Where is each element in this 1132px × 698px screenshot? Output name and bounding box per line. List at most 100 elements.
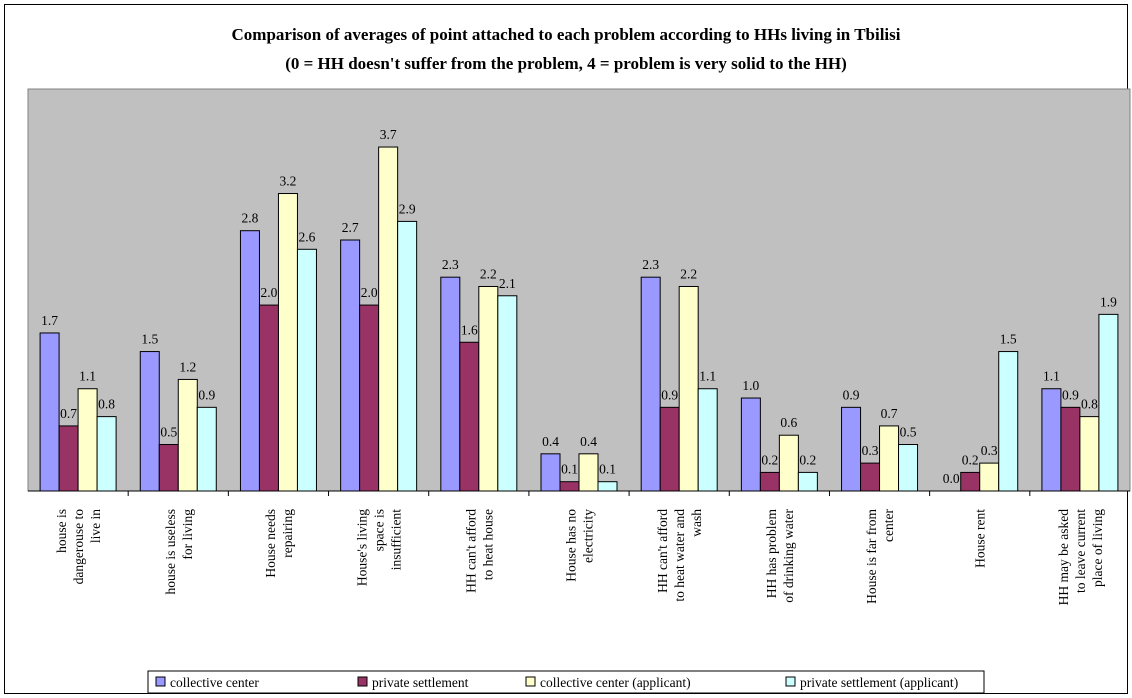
bars-group [39,146,1119,492]
legend-label-1: private settlement [372,675,469,690]
bar-s0-c7 [740,397,761,492]
data-label-s3-c3: 2.9 [399,201,416,216]
data-label-s2-c7: 0.6 [780,415,797,430]
category-label-line: to leave current [1073,509,1088,593]
data-label-s1-c4: 1.6 [461,322,478,337]
bar-s1-c1 [158,444,179,492]
category-label-line: space is [372,509,387,551]
data-label-s3-c7: 0.2 [799,452,816,467]
category-label-5: House has no electricity [564,509,596,582]
data-label-s1-c5: 0.1 [561,462,578,477]
bar-s3-c3 [397,220,418,492]
category-labels-group: house is dangerouse to live in house is use… [54,509,1105,606]
bar-s1-c6 [659,406,680,492]
data-label-s0-c4: 2.3 [442,257,459,272]
bar-s2-c0 [77,388,98,492]
bar-s3-c1 [196,406,217,492]
data-label-s0-c6: 2.3 [642,257,659,272]
bar-s2-c6 [678,285,699,492]
data-label-s2-c4: 2.2 [480,266,497,281]
category-label-line: house is useless [163,509,178,595]
data-label-s1-c8: 0.3 [862,443,879,458]
data-label-s0-c9: 0.0 [943,471,960,486]
data-label-s3-c2: 2.6 [299,229,316,244]
legend-swatch-2 [525,676,536,687]
data-label-s2-c2: 3.2 [280,174,297,189]
bar-s0-c10 [1041,388,1062,492]
data-label-s3-c10: 1.9 [1100,294,1117,309]
chart-title-line-2: (0 = HH doesn't suffer from the problem,… [285,54,847,73]
data-label-s2-c5: 0.4 [580,434,597,449]
bar-s2-c2 [277,193,298,492]
bar-s1-c4 [459,341,480,492]
bar-s0-c2 [239,230,260,492]
bar-s3-c7 [797,471,818,492]
category-label-line: House's living [355,509,370,586]
bar-s2-c3 [378,146,399,492]
category-label-line: HH has problem [764,509,779,599]
bar-s2-c1 [177,378,198,492]
category-label-10: HH may be asked to leave current place of … [1056,509,1105,606]
data-label-s2-c1: 1.2 [179,359,196,374]
data-label-s0-c0: 1.7 [41,313,58,328]
data-label-s2-c8: 0.7 [881,406,898,421]
category-label-line: to heat house [480,509,495,580]
category-label-0: house is dangerouse to live in [54,509,103,585]
bar-s1-c0 [58,425,79,492]
data-label-s1-c7: 0.2 [761,452,778,467]
category-label-6: HH can't afford to heat water and wash [655,509,704,602]
data-label-s1-c6: 0.9 [661,387,678,402]
legend-swatch-3 [785,676,796,687]
category-label-line: House is far from [864,509,879,604]
bar-s3-c10 [1098,313,1119,492]
legend-label-0: collective center [170,675,259,690]
category-label-line: to heat water and [672,509,687,602]
bar-s3-c6 [697,388,718,492]
bar-s3-c4 [497,295,518,492]
bar-s0-c3 [340,239,361,492]
data-label-s1-c2: 2.0 [261,285,278,300]
bar-s1-c10 [1060,406,1081,492]
bar-s3-c8 [898,444,919,492]
category-label-line: HH can't afford [463,509,478,593]
bar-s2-c10 [1079,416,1100,492]
bar-s0-c0 [39,332,60,492]
data-label-s0-c7: 1.0 [742,378,759,393]
legend-swatch-1 [357,676,368,687]
bar-s1-c8 [860,462,881,492]
category-label-line: House has no [564,509,579,582]
category-label-line: repairing [280,509,295,558]
data-label-s3-c5: 0.1 [599,462,616,477]
category-label-line: electricity [581,509,596,563]
legend: collective center private settlement colle… [147,670,985,694]
data-label-s3-c0: 0.8 [98,397,115,412]
bar-s3-c5 [597,481,618,492]
category-label-1: house is useless for living [163,509,195,595]
bar-s2-c4 [478,285,499,492]
data-label-s0-c2: 2.8 [242,211,259,226]
category-label-line: HH may be asked [1056,509,1071,606]
legend-swatch-0 [155,676,166,687]
category-label-line: of drinking water [781,509,796,603]
category-label-line: House rent [973,509,988,568]
bar-s3-c9 [998,351,1019,492]
bar-s1-c3 [359,304,380,492]
category-label-9: House rent [973,509,988,568]
legend-label-3: private settlement (applicant) [800,675,958,690]
data-label-s2-c0: 1.1 [79,369,96,384]
bar-s0-c4 [440,276,461,492]
bar-s2-c9 [979,462,1000,492]
bar-s1-c2 [258,304,279,492]
chart-title-line-1: Comparison of averages of point attached… [232,25,901,44]
data-label-s2-c10: 0.8 [1081,397,1098,412]
data-label-s0-c5: 0.4 [542,434,559,449]
data-label-s1-c0: 0.7 [60,406,77,421]
category-label-3: House's living space is insufficient [355,509,404,586]
data-label-s1-c3: 2.0 [361,285,378,300]
bar-s0-c1 [139,351,160,492]
category-label-line: place of living [1090,509,1105,587]
category-label-line: HH can't afford [655,509,670,593]
category-label-line: House needs [263,509,278,578]
legend-box [147,670,985,694]
